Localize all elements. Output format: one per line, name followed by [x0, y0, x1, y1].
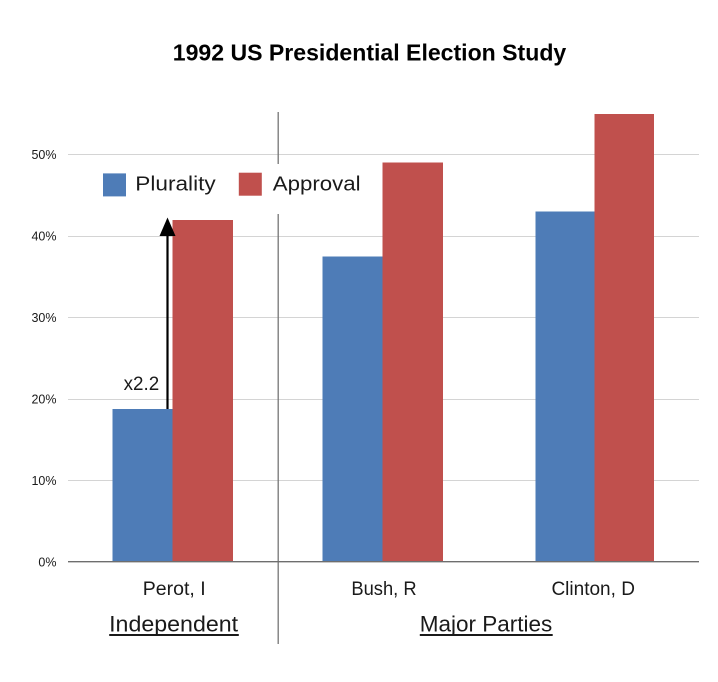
svg-text:1992 US Presidential Election: 1992 US Presidential Election Study: [173, 40, 567, 66]
svg-text:20%: 20%: [31, 392, 56, 406]
svg-text:Plurality: Plurality: [135, 173, 216, 196]
svg-text:Major Parties: Major Parties: [420, 612, 553, 637]
svg-text:Independent: Independent: [109, 612, 238, 637]
svg-text:Perot, I: Perot, I: [143, 578, 206, 600]
svg-text:x2.2: x2.2: [124, 373, 160, 395]
svg-text:10%: 10%: [31, 474, 56, 488]
svg-text:Bush, R: Bush, R: [351, 578, 416, 600]
svg-text:40%: 40%: [31, 229, 56, 243]
svg-text:Clinton, D: Clinton, D: [551, 578, 635, 600]
svg-text:50%: 50%: [31, 148, 56, 162]
svg-text:0%: 0%: [38, 555, 56, 569]
svg-text:30%: 30%: [31, 311, 56, 325]
svg-text:Approval: Approval: [273, 173, 361, 196]
